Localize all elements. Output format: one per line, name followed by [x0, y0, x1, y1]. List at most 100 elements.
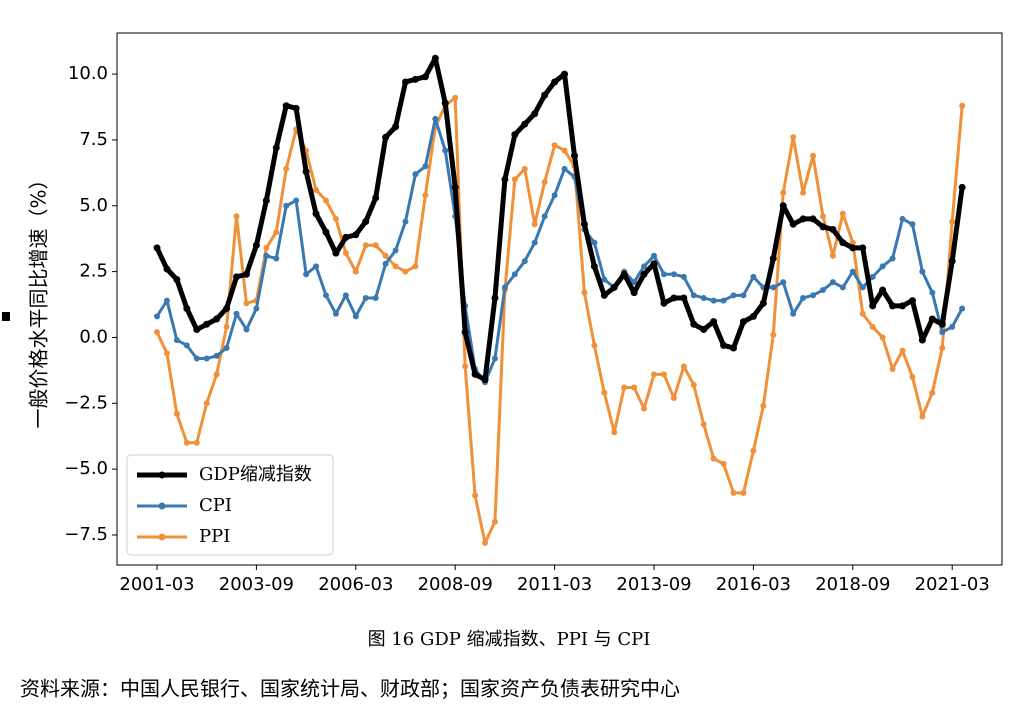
data-point [889, 255, 896, 262]
caption: 图 16 GDP 缩减指数、PPI 与 CPI [368, 629, 651, 650]
data-point [303, 271, 310, 278]
data-point [243, 300, 250, 307]
data-point [352, 313, 359, 320]
data-point [918, 336, 926, 344]
data-point [670, 271, 677, 278]
data-point [283, 165, 290, 172]
data-point [630, 289, 638, 297]
data-point [958, 183, 966, 191]
data-point [730, 292, 737, 299]
data-point [531, 110, 539, 118]
data-point [551, 192, 558, 199]
data-point [561, 147, 568, 154]
data-point [839, 284, 846, 291]
data-point [213, 371, 220, 378]
data-point [392, 123, 400, 131]
data-point [541, 179, 548, 186]
data-point [959, 102, 966, 109]
data-point [332, 249, 340, 257]
data-point [203, 320, 211, 328]
data-point [650, 260, 658, 268]
y-tick-label: −7.5 [64, 524, 108, 545]
data-point [611, 429, 618, 436]
data-point [750, 447, 757, 454]
data-point [193, 355, 200, 362]
data-point [203, 400, 210, 407]
data-point [183, 342, 190, 349]
data-point [392, 263, 399, 270]
x-tick-label: 2001-03 [119, 574, 194, 595]
data-point [402, 78, 409, 86]
y-tick-label: −5.0 [64, 458, 108, 479]
data-point [739, 318, 747, 326]
data-point [879, 334, 886, 341]
data-point [154, 313, 160, 320]
data-point [939, 329, 946, 336]
data-point [372, 294, 379, 301]
data-point [770, 284, 777, 291]
data-point [292, 104, 300, 112]
data-point [581, 289, 588, 296]
data-point [342, 292, 349, 299]
data-point [213, 352, 220, 359]
data-point [780, 189, 787, 196]
data-point [193, 439, 200, 446]
data-point [770, 331, 777, 338]
series-line [154, 55, 965, 383]
data-point [362, 218, 370, 226]
data-point [442, 147, 449, 154]
data-point [382, 260, 389, 267]
x-tick-label: 2003-09 [219, 574, 294, 595]
plot-frame [116, 32, 1003, 566]
data-point [531, 221, 538, 228]
data-point [670, 395, 677, 402]
data-point [849, 244, 857, 252]
data-point [928, 315, 936, 323]
data-point [521, 120, 529, 128]
data-point [233, 273, 241, 281]
data-point [462, 363, 469, 370]
data-point [263, 244, 270, 251]
data-point [491, 294, 499, 302]
data-point [730, 344, 738, 352]
data-point [620, 270, 628, 278]
data-point [570, 152, 578, 160]
data-point [551, 78, 559, 86]
data-point [501, 175, 509, 183]
x-tick-label: 2011-03 [517, 574, 592, 595]
data-point [799, 215, 807, 223]
data-point [919, 413, 926, 420]
legend-label: GDP缩减指数 [199, 464, 312, 485]
data-point [501, 284, 508, 291]
data-point [640, 270, 648, 278]
data-point [352, 231, 360, 239]
data-point [908, 297, 916, 305]
data-point [551, 142, 558, 149]
data-point [154, 329, 160, 336]
data-point [233, 310, 240, 317]
data-point [272, 144, 280, 152]
data-point [929, 289, 936, 296]
data-point [899, 215, 906, 222]
y-tick-label: 2.5 [79, 261, 108, 282]
data-point [472, 492, 479, 499]
data-point [909, 221, 916, 228]
data-point [313, 263, 320, 270]
data-point [243, 326, 250, 333]
data-point [819, 287, 826, 294]
data-point [441, 99, 449, 107]
data-point [332, 215, 339, 222]
data-point [173, 410, 180, 417]
data-point [720, 341, 728, 349]
data-point [402, 218, 409, 225]
data-point [531, 239, 538, 246]
data-point [322, 228, 330, 236]
data-point [889, 366, 896, 373]
data-point [252, 241, 260, 249]
data-point [352, 268, 359, 275]
data-point [849, 239, 856, 246]
series-line [155, 117, 964, 384]
data-point [621, 384, 628, 391]
data-point [651, 252, 657, 259]
